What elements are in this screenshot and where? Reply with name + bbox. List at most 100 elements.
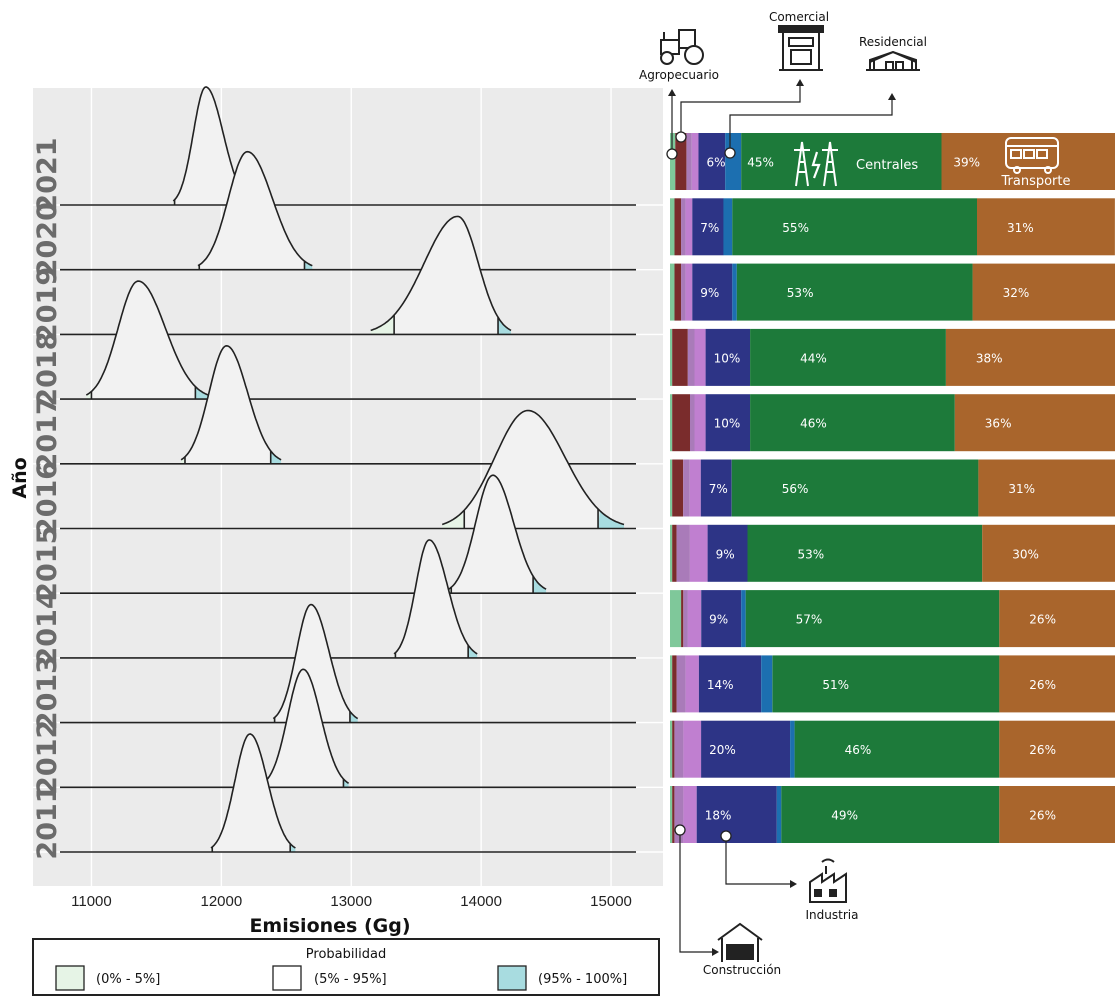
bar-segment [696, 786, 777, 843]
legend-swatch-mid [272, 965, 302, 991]
bar-segment [685, 198, 693, 256]
store-icon [778, 25, 824, 71]
label-construccion: Construcción [703, 963, 781, 977]
bar-segment [685, 263, 693, 321]
bar-2016: 7% 56% 31% [670, 459, 1115, 517]
bar-segment [999, 590, 1115, 648]
dot-residencial [724, 147, 736, 159]
bar-2018: 10% 44% 38% [670, 328, 1115, 386]
arrow-comercial [796, 79, 804, 86]
bar-segment [676, 655, 686, 713]
bar-segment [687, 328, 695, 386]
bar-segment [672, 394, 690, 452]
ridge-year-label: 2011 [32, 784, 63, 859]
ridge-year-label: 2018 [32, 332, 63, 407]
bar-segment [681, 263, 686, 321]
bar-percent-label: 38% [976, 351, 1003, 365]
ridge-year-label: 2013 [32, 655, 63, 730]
bar-segment [999, 786, 1115, 843]
ridge-body [210, 734, 296, 852]
legend-box [32, 938, 660, 996]
label-centrales: Centrales [856, 158, 918, 173]
ridge-year-label: 2019 [32, 267, 63, 342]
ridge-2014 [60, 539, 636, 659]
house-icon [866, 50, 920, 71]
ridge-outline [393, 539, 478, 655]
ridge-body [86, 281, 209, 400]
ridge-tail-high [290, 844, 296, 852]
connector-dots [666, 131, 736, 842]
dot-industria [720, 830, 732, 842]
label-industria: Industria [806, 908, 859, 922]
connector-residencial [729, 100, 893, 152]
y-axis-title: Año [9, 457, 31, 498]
ridge-tail-low [86, 392, 92, 400]
x-tick-label: 13000 [330, 893, 372, 910]
bar-segment [675, 133, 687, 190]
bar-segment [731, 459, 979, 517]
connector-construccion [679, 830, 712, 953]
label-comercial: Comercial [769, 10, 829, 24]
bar-segment [772, 655, 1000, 713]
bar-segment [750, 394, 955, 452]
bar-percent-label: 49% [831, 809, 858, 823]
bar-segment [672, 328, 688, 386]
ridge-body [181, 345, 282, 464]
bar-segment [747, 524, 983, 582]
bar-segment [945, 328, 1115, 386]
bar-segment [790, 720, 795, 778]
x-tick-label: 14000 [460, 893, 502, 910]
bar-segment [977, 198, 1115, 256]
arrow-agropecuario [668, 89, 676, 96]
bar-segment [670, 198, 675, 256]
ridge-year-label: 2020 [32, 202, 63, 277]
bus-icon [1005, 137, 1059, 174]
bar-segment [672, 655, 677, 713]
bar-segment [683, 786, 697, 843]
sector-connectors [668, 79, 896, 956]
legend-title: Probabilidad [306, 947, 386, 962]
bar-segment [698, 133, 726, 190]
dot-comercial [675, 131, 687, 143]
bar-percent-label: 56% [782, 482, 809, 496]
bar-2021: 6% 45% 39% [670, 133, 1115, 190]
bar-segment [999, 720, 1115, 778]
bar-segment [670, 590, 682, 648]
bar-percent-label: 10% [714, 351, 741, 365]
x-axis-title: Emisiones (Gg) [249, 915, 410, 937]
bar-percent-label: 31% [1008, 482, 1035, 496]
sector-stacked-bars: 6% 45% 39% 7% 55% 31% 9% 53% 32% 10% 44% 38% 10% 46% 3… [670, 133, 1115, 843]
ridge-outline [370, 215, 512, 332]
bar-segment [725, 133, 742, 190]
arrow-residencial [888, 93, 896, 100]
ridge-year-label: 2014 [32, 590, 63, 665]
dot-agropecuario [666, 148, 678, 160]
bar-segment [982, 524, 1115, 582]
ridge-body [173, 87, 252, 205]
bar-segment [723, 198, 733, 256]
bar-segment [689, 459, 701, 517]
bar-percent-label: 32% [1003, 286, 1030, 300]
bar-segment [670, 786, 673, 843]
ridge-year-label: 2016 [32, 461, 63, 536]
ridge-year-label: 2015 [32, 526, 63, 601]
bar-segment [672, 786, 675, 843]
bar-segment [672, 524, 677, 582]
bar-segment [670, 133, 676, 190]
bar-segment [694, 394, 706, 452]
bar-percent-label: 7% [700, 221, 719, 235]
bar-percent-label: 6% [707, 156, 726, 170]
bar-percent-label: 26% [1029, 678, 1056, 692]
bar-2020: 7% 55% 31% [670, 198, 1115, 256]
ridge-outline [180, 344, 282, 461]
bar-segment [741, 133, 942, 190]
bar-percent-label: 26% [1029, 809, 1056, 823]
x-tick-label: 12000 [200, 893, 242, 910]
bar-segment [736, 263, 973, 321]
ridge-outline [272, 603, 359, 720]
ridge-tail-low [370, 315, 395, 335]
bar-segment [670, 328, 673, 386]
bar-segment [694, 328, 706, 386]
bar-segment [794, 720, 1000, 778]
ridge-outline [441, 409, 625, 526]
